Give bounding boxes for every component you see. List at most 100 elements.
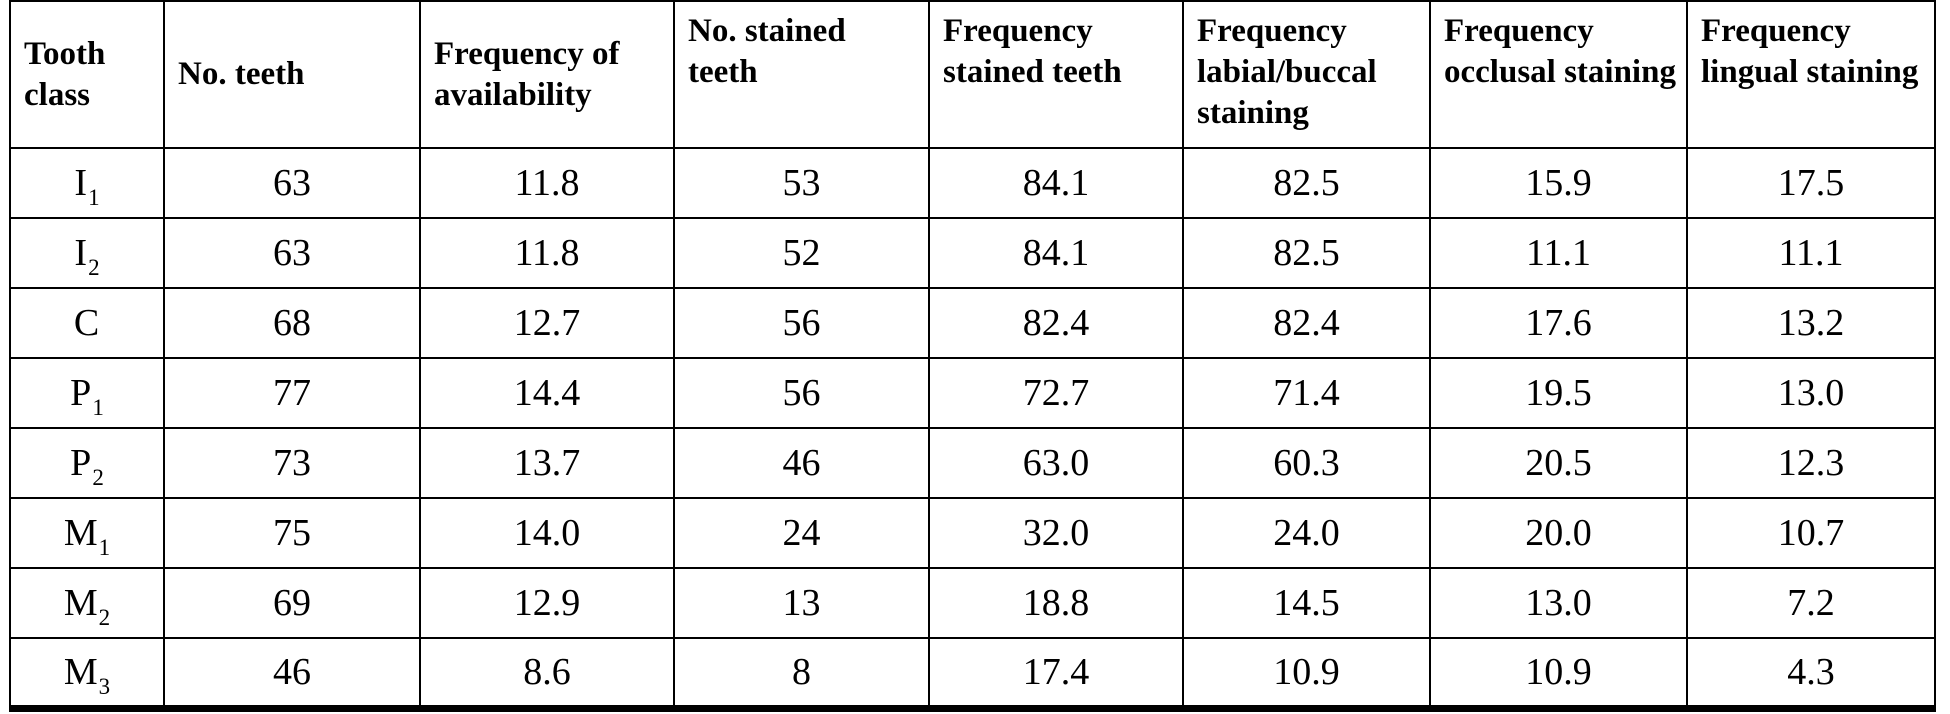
tooth-class-base: M [63, 512, 98, 554]
tooth-class-subscript: 1 [88, 185, 100, 211]
value-cell: 24.0 [1182, 497, 1431, 569]
value-cell: 24 [673, 497, 930, 569]
value-cell: 10.9 [1182, 637, 1431, 709]
value-cell: 84.1 [928, 147, 1184, 219]
value-cell: 17.5 [1686, 147, 1936, 219]
value-cell: 63 [163, 217, 421, 289]
col-header-frequency-availability: Frequency of availability [419, 0, 675, 149]
value-cell: 17.6 [1429, 287, 1688, 359]
col-header-frequency-lingual: Frequency lingual staining [1686, 0, 1936, 149]
value-cell: 15.9 [1429, 147, 1688, 219]
tooth-class-base: M [63, 650, 98, 693]
col-header-tooth-class: Tooth class [9, 0, 165, 149]
value-cell: 56 [673, 357, 930, 429]
tooth-class-base: I [74, 162, 88, 204]
col-header-frequency-labial-buccal: Frequency labial/buccal staining [1182, 0, 1431, 149]
table-header: Tooth class No. teeth Frequency of avail… [9, 0, 1936, 149]
value-cell: 20.0 [1429, 497, 1688, 569]
tooth-class-cell: M3 [9, 637, 165, 709]
tooth-class-cell: I2 [9, 217, 165, 289]
value-cell: 77 [163, 357, 421, 429]
table-row: P2 73 13.7 46 63.0 60.3 20.5 12.3 [9, 427, 1936, 499]
header-row: Tooth class No. teeth Frequency of avail… [9, 0, 1936, 149]
tooth-class-cell: I1 [9, 147, 165, 219]
value-cell: 8.6 [419, 637, 675, 709]
value-cell: 82.5 [1182, 217, 1431, 289]
tooth-class-subscript: 2 [92, 465, 104, 491]
value-cell: 84.1 [928, 217, 1184, 289]
value-cell: 82.4 [928, 287, 1184, 359]
tooth-class-subscript: 2 [88, 255, 100, 281]
value-cell: 69 [163, 567, 421, 639]
value-cell: 46 [163, 637, 421, 709]
value-cell: 14.4 [419, 357, 675, 429]
tooth-class-cell: P1 [9, 357, 165, 429]
value-cell: 12.3 [1686, 427, 1936, 499]
tooth-class-base: C [73, 302, 100, 344]
value-cell: 52 [673, 217, 930, 289]
value-cell: 13 [673, 567, 930, 639]
value-cell: 63.0 [928, 427, 1184, 499]
value-cell: 19.5 [1429, 357, 1688, 429]
value-cell: 63 [163, 147, 421, 219]
value-cell: 13.7 [419, 427, 675, 499]
value-cell: 14.5 [1182, 567, 1431, 639]
tooth-staining-table: Tooth class No. teeth Frequency of avail… [9, 0, 1936, 712]
value-cell: 75 [163, 497, 421, 569]
tooth-class-subscript: 2 [98, 605, 111, 631]
value-cell: 4.3 [1686, 637, 1936, 709]
tooth-class-cell: C [9, 287, 165, 359]
table-row: M3 46 8.6 8 17.4 10.9 10.9 4.3 [9, 637, 1936, 709]
value-cell: 12.9 [419, 567, 675, 639]
value-cell: 11.1 [1429, 217, 1688, 289]
table-row: P1 77 14.4 56 72.7 71.4 19.5 13.0 [9, 357, 1936, 429]
table-row: M2 69 12.9 13 18.8 14.5 13.0 7.2 [9, 567, 1936, 639]
tooth-class-cell: P2 [9, 427, 165, 499]
value-cell: 46 [673, 427, 930, 499]
value-cell: 20.5 [1429, 427, 1688, 499]
tooth-class-base: P [70, 442, 92, 484]
value-cell: 11.1 [1686, 217, 1936, 289]
value-cell: 7.2 [1686, 567, 1936, 639]
tooth-class-cell: M2 [9, 567, 165, 639]
value-cell: 10.7 [1686, 497, 1936, 569]
value-cell: 13.2 [1686, 287, 1936, 359]
col-header-no-teeth: No. teeth [163, 0, 421, 149]
value-cell: 18.8 [928, 567, 1184, 639]
tooth-class-base: I [74, 232, 88, 274]
table-row: M1 75 14.0 24 32.0 24.0 20.0 10.7 [9, 497, 1936, 569]
value-cell: 82.5 [1182, 147, 1431, 219]
tooth-class-subscript: 3 [98, 674, 111, 700]
value-cell: 11.8 [419, 147, 675, 219]
value-cell: 73 [163, 427, 421, 499]
value-cell: 17.4 [928, 637, 1184, 709]
col-header-frequency-stained-teeth: Frequency stained teeth [928, 0, 1184, 149]
value-cell: 13.0 [1429, 567, 1688, 639]
tooth-class-base: M [63, 582, 98, 624]
table-row: C 68 12.7 56 82.4 82.4 17.6 13.2 [9, 287, 1936, 359]
table-body: I1 63 11.8 53 84.1 82.5 15.9 17.5 I2 63 11.8 52 84.1… [9, 147, 1936, 709]
value-cell: 8 [673, 637, 930, 709]
table-row: I1 63 11.8 53 84.1 82.5 15.9 17.5 [9, 147, 1936, 219]
value-cell: 82.4 [1182, 287, 1431, 359]
tooth-class-cell: M1 [9, 497, 165, 569]
value-cell: 14.0 [419, 497, 675, 569]
value-cell: 11.8 [419, 217, 675, 289]
value-cell: 72.7 [928, 357, 1184, 429]
table-row: I2 63 11.8 52 84.1 82.5 11.1 11.1 [9, 217, 1936, 289]
tooth-class-subscript: 1 [92, 395, 104, 421]
col-header-no-stained-teeth: No. stained teeth [673, 0, 930, 149]
value-cell: 56 [673, 287, 930, 359]
tooth-class-subscript: 1 [98, 535, 111, 561]
value-cell: 10.9 [1429, 637, 1688, 709]
tooth-class-base: P [70, 372, 92, 414]
value-cell: 13.0 [1686, 357, 1936, 429]
value-cell: 60.3 [1182, 427, 1431, 499]
value-cell: 71.4 [1182, 357, 1431, 429]
value-cell: 68 [163, 287, 421, 359]
value-cell: 53 [673, 147, 930, 219]
col-header-frequency-occlusal: Frequency occlusal staining [1429, 0, 1688, 149]
value-cell: 32.0 [928, 497, 1184, 569]
value-cell: 12.7 [419, 287, 675, 359]
